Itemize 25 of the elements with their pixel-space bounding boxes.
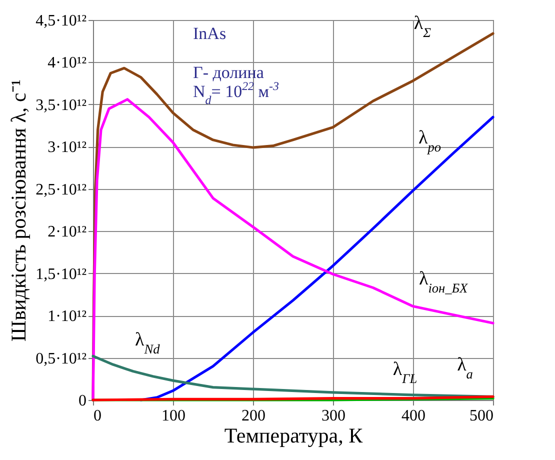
x-tick-label: 400 (402, 408, 426, 424)
series-label: λ$_{іон_БХ}$ (419, 268, 468, 295)
x-tick-label: 100 (162, 408, 186, 424)
x-axis-title: Температура, К (224, 424, 364, 448)
y-axis-title: Швидкість розсіювання λ, с⁻¹ (6, 79, 31, 342)
y-tick-label: 3·10¹² (48, 139, 87, 156)
series-label: λ$_{Σ}$ (414, 13, 432, 40)
x-tick-label: 500 (470, 408, 494, 424)
series-label: λ$_{ΓL}$ (392, 359, 418, 386)
x-tick-label: 0 (94, 408, 102, 424)
annotation: InAs (193, 24, 226, 43)
y-tick-label: 2·10¹² (48, 224, 87, 241)
y-tick-label: 3,5·10¹² (36, 96, 87, 114)
y-tick-label: 1,5·10¹² (36, 266, 87, 283)
series-label: λ$_{po}$ (418, 127, 442, 154)
series-label: λ$_{a}$ (457, 354, 474, 382)
y-tick-label: 4,5·10¹² (36, 12, 87, 30)
y-tick-label: 4·10¹² (48, 54, 87, 72)
y-tick-label: 0,5·10¹² (36, 350, 87, 368)
x-tick-label: 200 (242, 408, 266, 424)
series-label: λ$_{Nd}$ (135, 329, 160, 356)
y-tick-label: 2,5·10¹² (36, 181, 87, 198)
y-tick-label: 1·10¹² (48, 308, 87, 326)
y-tick-label: 0 (78, 392, 86, 410)
x-tick-label: 300 (322, 408, 346, 424)
